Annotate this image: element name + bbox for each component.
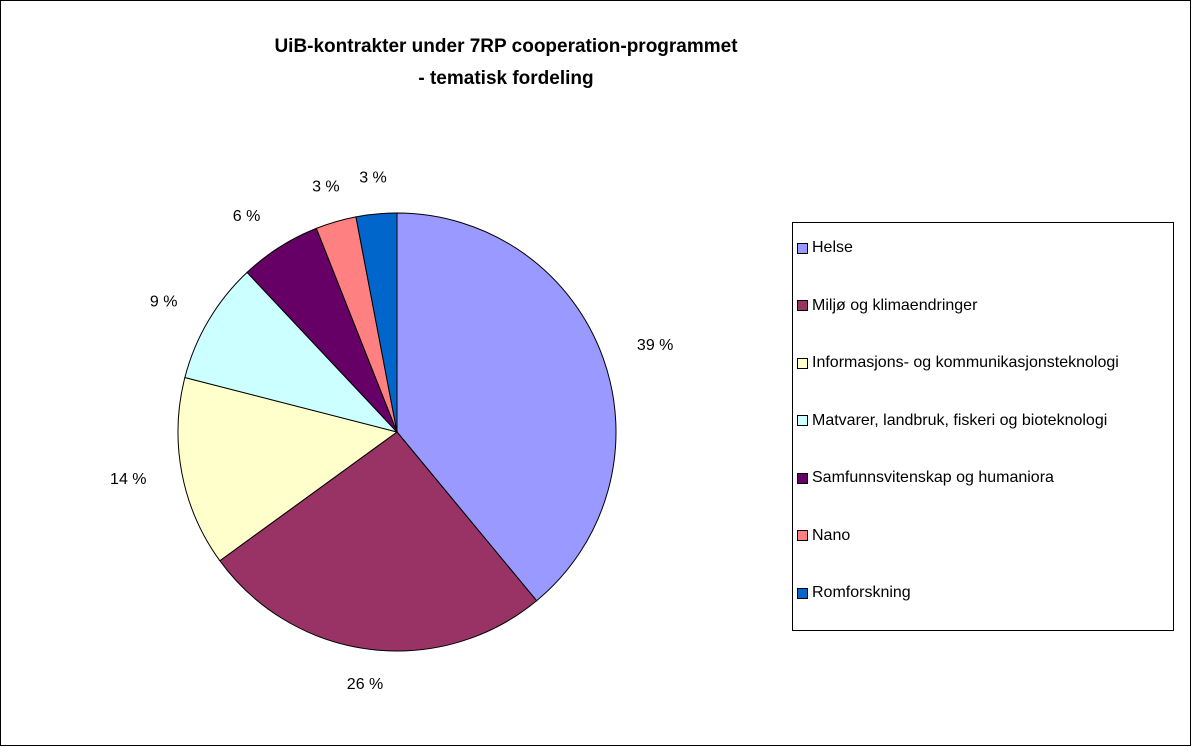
legend-item: Matvarer, landbruk, fiskeri og bioteknol… [797, 412, 1107, 430]
legend-label: Romforskning [812, 584, 911, 601]
chart-title: - tematisk fordeling [418, 68, 593, 89]
data-label: 26 % [347, 676, 383, 693]
legend-label: Informasjons- og kommunikasjonsteknologi [812, 354, 1119, 371]
pie-slice [177, 376, 399, 562]
legend-label: Helse [812, 239, 853, 256]
legend-swatch [797, 587, 808, 599]
legend-label: Samfunnsvitenskap og humaniora [812, 469, 1054, 486]
legend-swatch [797, 530, 808, 541]
pie-slice [219, 431, 538, 652]
legend-item: Nano [797, 527, 850, 545]
legend-item: Miljø og klimaendringer [797, 297, 977, 315]
legend-swatch [797, 242, 808, 254]
legend-swatch [797, 300, 808, 311]
chart-title: UiB-kontrakter under 7RP cooperation-pro… [274, 36, 738, 57]
legend-item: Informasjons- og kommunikasjonsteknologi [797, 354, 1119, 372]
data-label: 3 % [312, 178, 340, 195]
legend: Helse Miljø og klimaendringer Informasjons… [792, 222, 1174, 631]
legend-label: Miljø og klimaendringer [812, 296, 978, 314]
legend-item: Helse [797, 239, 853, 257]
pie-slice [184, 271, 399, 433]
pie-slice [355, 212, 398, 433]
data-label: 6 % [233, 208, 261, 225]
legend-swatch [797, 357, 808, 369]
legend-item: Romforskning [797, 584, 911, 602]
data-label: 39 % [637, 337, 673, 354]
legend-swatch [797, 472, 808, 484]
data-label: 14 % [110, 471, 146, 488]
legend-label: Nano [812, 526, 851, 544]
pie-slice [396, 212, 617, 602]
data-label: 3 % [359, 169, 387, 186]
legend-label: Matvarer, landbruk, fiskeri og bioteknol… [812, 411, 1108, 429]
data-label: 9 % [150, 293, 178, 310]
legend-swatch [797, 415, 808, 426]
legend-item: Samfunnsvitenskap og humaniora [797, 469, 1054, 487]
